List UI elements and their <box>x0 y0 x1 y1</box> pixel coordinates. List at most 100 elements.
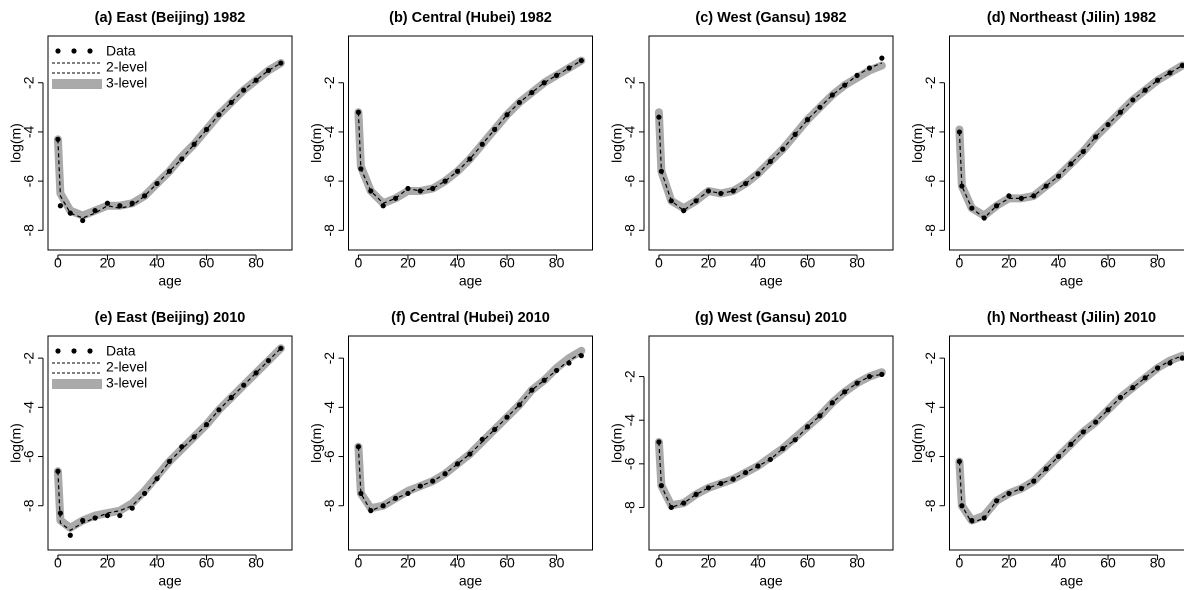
plot-frame <box>348 35 593 251</box>
x-tick-label: 80 <box>1150 255 1166 271</box>
data-point <box>959 183 965 189</box>
x-tick-label: 60 <box>199 255 215 271</box>
data-point <box>504 112 510 118</box>
band-line <box>354 56 586 208</box>
data-point <box>380 203 386 209</box>
data-point <box>681 208 687 214</box>
data-point <box>55 468 61 474</box>
legend-label: 2-level <box>106 359 147 375</box>
legend-marker <box>55 348 61 354</box>
data-point <box>129 505 135 511</box>
data-point <box>681 500 687 506</box>
y-axis-label: log(m) <box>8 123 24 163</box>
x-tick-label: 0 <box>54 555 62 571</box>
data-point <box>1068 441 1074 447</box>
legend-marker <box>71 348 77 354</box>
data-point <box>1018 195 1024 201</box>
x-tick-label: 60 <box>1100 555 1116 571</box>
data-point <box>492 126 498 133</box>
plot-frame <box>348 335 593 551</box>
x-tick-label: 80 <box>248 255 264 271</box>
data-point <box>1043 183 1049 189</box>
x-tick-label: 60 <box>499 255 515 271</box>
dashed-line <box>357 352 582 512</box>
plot-frame <box>949 35 1184 251</box>
data-point <box>358 166 364 172</box>
x-tick-label: 20 <box>100 555 116 571</box>
y-tick-label: -6 <box>622 457 638 470</box>
y-axis-label: log(m) <box>609 423 625 463</box>
x-axis-label: age <box>459 273 483 289</box>
data-point <box>166 168 172 174</box>
data-point <box>780 445 786 452</box>
panel-title: (g) West (Gansu) 2010 <box>695 310 847 326</box>
x-axis-label: age <box>1060 573 1084 589</box>
x-tick-label: 20 <box>1001 255 1017 271</box>
panel-title: (a) East (Beijing) 1982 <box>95 10 246 26</box>
panel: (f) Central (Hubei) 2010 age log(m) 0 20 40 60… <box>308 310 593 589</box>
panel-title: (e) East (Beijing) 2010 <box>95 310 246 326</box>
y-axis-label: log(m) <box>8 423 24 463</box>
y-tick-label: -8 <box>622 224 638 237</box>
data-point <box>956 458 963 465</box>
plot-area <box>354 346 586 514</box>
data-point <box>1055 453 1062 460</box>
x-tick-label: 0 <box>956 555 964 571</box>
dashed-line <box>658 62 883 212</box>
dashed-line <box>357 60 582 204</box>
y-tick-label: -2 <box>321 76 337 89</box>
band-line <box>654 368 886 510</box>
data-point <box>1179 355 1184 361</box>
data-point <box>1142 87 1148 93</box>
panel: (c) West (Gansu) 1982 age log(m) 0 20 40 60 80 -… <box>609 10 894 289</box>
x-tick-label: 40 <box>450 255 466 271</box>
y-tick-label: -4 <box>922 401 938 414</box>
legend-label: 2-level <box>106 59 147 75</box>
data-point <box>216 112 222 118</box>
y-tick-label: -2 <box>21 352 37 365</box>
data-point <box>842 389 848 395</box>
band-line <box>955 351 1184 525</box>
data-point <box>792 131 798 137</box>
x-tick-label: 80 <box>248 555 264 571</box>
data-point <box>179 156 185 162</box>
data-point <box>1154 365 1161 371</box>
data-point <box>179 444 185 450</box>
plot-area <box>955 351 1184 525</box>
data-point <box>1167 360 1173 366</box>
data-point <box>804 424 811 430</box>
data-point <box>730 188 736 194</box>
data-point <box>1006 490 1012 497</box>
panel: (a) East (Beijing) 1982 age log(m) 0 20 40 60 8… <box>8 10 293 289</box>
data-point <box>80 217 86 224</box>
data-point <box>57 203 63 209</box>
data-point <box>705 485 712 491</box>
x-tick-label: 20 <box>701 555 717 571</box>
data-point <box>479 141 485 147</box>
plot-frame <box>47 335 293 551</box>
data-point <box>479 436 485 442</box>
data-point <box>959 503 965 509</box>
y-tick-label: -4 <box>321 401 337 414</box>
x-tick-label: 20 <box>400 555 416 571</box>
data-point <box>817 104 823 110</box>
y-tick-label: -8 <box>922 499 938 512</box>
y-tick-label: -6 <box>321 450 337 463</box>
data-point <box>278 345 284 351</box>
data-point <box>743 180 749 187</box>
legend-label: Data <box>106 43 136 59</box>
data-point <box>718 190 724 197</box>
x-tick-label: 40 <box>149 555 165 571</box>
panel-title: (b) Central (Hubei) 1982 <box>389 10 552 26</box>
panel: (b) Central (Hubei) 1982 age log(m) 0 20 40 60… <box>308 10 593 289</box>
data-point <box>541 377 547 383</box>
data-point <box>993 498 1000 504</box>
data-point <box>1130 385 1136 391</box>
data-point <box>104 200 111 206</box>
data-point <box>829 400 835 406</box>
panel: (h) Northeast (Jilin) 2010 age log(m) 0 20 40… <box>909 310 1184 589</box>
data-point <box>566 65 572 71</box>
x-axis-label: age <box>759 573 783 589</box>
legend-marker <box>55 48 61 54</box>
